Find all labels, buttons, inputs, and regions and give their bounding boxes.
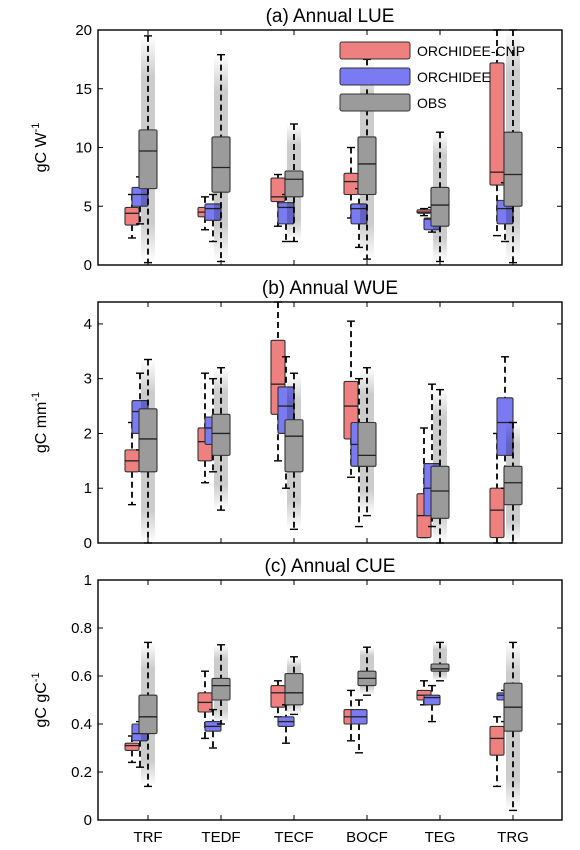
box-iqr bbox=[430, 663, 450, 672]
box-obs-trf bbox=[138, 641, 158, 788]
box-iqr bbox=[430, 186, 450, 227]
plot-frame bbox=[97, 29, 563, 266]
y-tick-label: 3 bbox=[84, 371, 92, 388]
box-iqr bbox=[138, 129, 158, 190]
box-obs-tecf bbox=[284, 372, 304, 531]
box-orchidee-bocf bbox=[350, 699, 368, 754]
box-obs-trg bbox=[503, 421, 523, 544]
box-obs-tecf bbox=[284, 123, 304, 243]
box-obs-teg bbox=[430, 388, 450, 544]
plot-frame bbox=[97, 301, 563, 544]
box-obs-tedf bbox=[211, 53, 231, 263]
box-obs-bocf bbox=[357, 367, 377, 517]
y-tick-label: 0.6 bbox=[71, 668, 92, 685]
box-orchidee-cnp-trf bbox=[124, 193, 140, 239]
box-iqr bbox=[270, 685, 286, 708]
y-axis-label: gC gC-1 bbox=[30, 672, 50, 727]
legend-swatch-orchidee bbox=[339, 67, 411, 86]
box-iqr bbox=[489, 725, 505, 756]
x-category-trg: TRG bbox=[497, 829, 529, 846]
box-orchidee-cnp-trg bbox=[489, 29, 505, 237]
panel-cue: (c) Annual CUE 0 0.2 0.4 0.6 0.8 1 gC gC-1 TRF TE… bbox=[30, 556, 563, 846]
box-iqr bbox=[423, 694, 441, 706]
y-axis-label: gC W-1 bbox=[30, 123, 50, 173]
plot-frame bbox=[97, 579, 563, 821]
panel-lue: (a) Annual LUE 0 5 10 15 20 gC W-1 ORCHIDEE-CNP… bbox=[30, 6, 563, 274]
legend-label-obs: OBS bbox=[417, 95, 447, 111]
box-orchidee-tedf bbox=[204, 708, 222, 749]
box-orchidee-cnp-trf bbox=[124, 735, 140, 764]
x-category-bocf: BOCF bbox=[346, 829, 388, 846]
box-orchidee-tecf bbox=[277, 704, 295, 744]
box-orchidee-cnp-trf bbox=[124, 421, 140, 506]
box-iqr bbox=[284, 170, 304, 198]
box-iqr bbox=[284, 419, 304, 473]
chart-title: (a) Annual LUE bbox=[266, 6, 395, 27]
box-iqr bbox=[489, 487, 505, 539]
box-iqr bbox=[489, 62, 505, 186]
box-iqr bbox=[357, 421, 377, 467]
box-obs-bocf bbox=[357, 58, 377, 260]
box-iqr bbox=[211, 677, 231, 701]
chart-title: (b) Annual WUE bbox=[262, 278, 398, 299]
box-iqr bbox=[124, 742, 140, 751]
box-orchidee-teg bbox=[423, 684, 441, 723]
box-orchidee-cnp-trg bbox=[489, 432, 505, 544]
legend-swatch-obs bbox=[339, 93, 411, 112]
box-orchidee-cnp-trg bbox=[489, 716, 505, 788]
box-iqr bbox=[211, 413, 231, 456]
y-tick-label: 0.8 bbox=[71, 620, 92, 637]
box-obs-tedf bbox=[211, 644, 231, 725]
x-category-tecf: TECF bbox=[274, 829, 313, 846]
y-tick-label: 2 bbox=[84, 425, 92, 442]
box-iqr bbox=[211, 136, 231, 193]
y-tick-label: 10 bbox=[75, 140, 92, 157]
box-obs-bocf bbox=[357, 646, 377, 696]
y-tick-label: 0 bbox=[84, 535, 92, 552]
x-category-trf: TRF bbox=[133, 829, 162, 846]
chart-title: (c) Annual CUE bbox=[265, 556, 396, 577]
box-obs-tedf bbox=[211, 367, 231, 511]
box-orchidee-cnp-tecf bbox=[270, 680, 286, 718]
box-obs-trg bbox=[503, 29, 523, 264]
box-iqr bbox=[124, 206, 140, 226]
box-iqr bbox=[503, 465, 523, 506]
y-tick-label: 1 bbox=[84, 480, 92, 497]
y-tick-label: 1 bbox=[84, 572, 92, 589]
y-tick-label: 5 bbox=[84, 198, 92, 215]
box-iqr bbox=[138, 408, 158, 473]
box-iqr bbox=[138, 694, 158, 735]
box-iqr bbox=[357, 136, 377, 196]
y-axis-label: gC mm-1 bbox=[30, 392, 50, 453]
box-orchidee-cnp-teg bbox=[416, 207, 432, 217]
y-tick-label: 0 bbox=[84, 257, 92, 274]
y-tick-label: 0.2 bbox=[71, 764, 92, 781]
box-orchidee-cnp-tedf bbox=[197, 670, 213, 740]
legend-label-orchidee: ORCHIDEE bbox=[417, 69, 491, 85]
box-iqr bbox=[270, 177, 286, 203]
box-iqr bbox=[343, 172, 359, 196]
box-obs-teg bbox=[430, 641, 450, 682]
x-category-tedf: TEDF bbox=[201, 829, 240, 846]
x-category-teg: TEG bbox=[425, 829, 456, 846]
legend-swatch-orchidee-cnp bbox=[339, 41, 411, 60]
y-tick-label: 4 bbox=[84, 316, 92, 333]
panel-wue: (b) Annual WUE 0 1 2 3 4 gC mm-1 bbox=[30, 278, 563, 552]
y-tick-label: 0.4 bbox=[71, 716, 92, 733]
box-obs-trf bbox=[138, 358, 158, 544]
y-tick-label: 20 bbox=[75, 22, 92, 39]
box-iqr bbox=[503, 131, 523, 207]
box-obs-trf bbox=[138, 35, 158, 264]
box-obs-teg bbox=[430, 131, 450, 263]
box-iqr bbox=[284, 673, 304, 706]
box-iqr bbox=[430, 465, 450, 519]
box-orchidee-cnp-tecf bbox=[270, 301, 286, 462]
box-obs-trg bbox=[503, 641, 523, 812]
box-obs-tecf bbox=[284, 656, 304, 716]
y-tick-label: 0 bbox=[84, 812, 92, 829]
y-tick-label: 15 bbox=[75, 81, 92, 98]
legend-label-orchidee-cnp: ORCHIDEE-CNP bbox=[417, 43, 525, 59]
